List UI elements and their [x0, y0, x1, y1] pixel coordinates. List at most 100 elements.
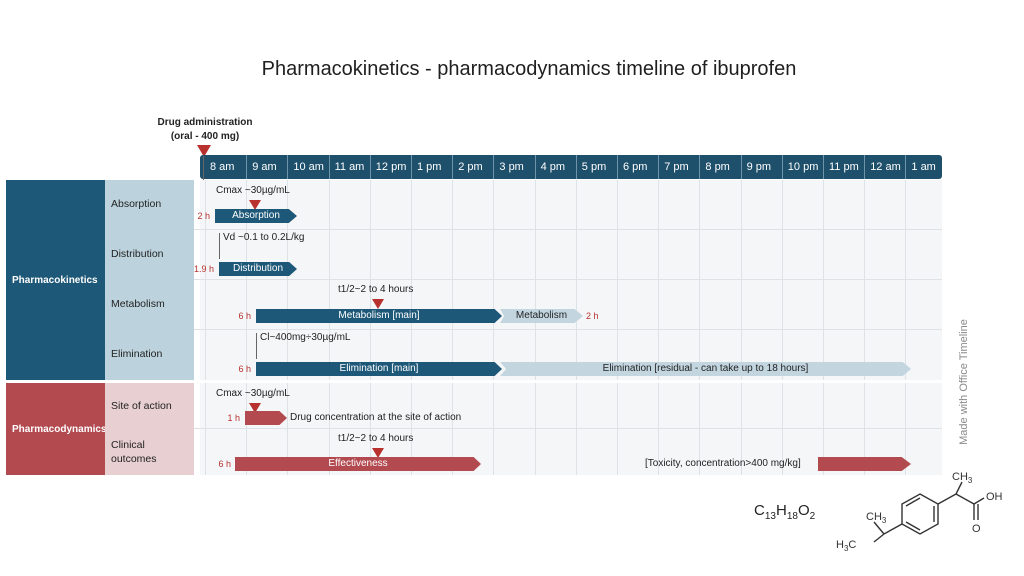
clinical-outcomes-row-label: Clinical outcomes: [111, 438, 157, 466]
pd-subcategory-column: [105, 383, 194, 475]
absorption-duration: 2 h: [197, 211, 210, 221]
clinical-half-life-marker-icon: [372, 448, 384, 458]
hour-label: 8 pm: [699, 155, 740, 179]
hour-label: 9 pm: [740, 155, 782, 179]
hour-label: 7 pm: [658, 155, 699, 179]
pharmacokinetics-category: Pharmacokinetics: [6, 180, 105, 380]
hour-grid-line: [287, 180, 289, 380]
elimination-note: Cl~400mg÷30µg/mL: [260, 332, 351, 343]
hour-grid-line: [369, 383, 371, 475]
pharmacokinetics-label: Pharmacokinetics: [12, 274, 98, 286]
effectiveness-bar: Effectiveness: [235, 457, 481, 471]
hour-label: 2 pm: [452, 155, 493, 179]
hour-grid-line: [617, 383, 618, 475]
hour-grid-line: [575, 383, 577, 475]
molecular-formula: C13H18O2: [754, 502, 815, 522]
ch3-mid-label: CH3: [866, 511, 887, 525]
hour-label: 3 pm: [493, 155, 534, 179]
hour-label: 8 am: [210, 161, 235, 173]
administration-line: [203, 156, 204, 180]
formula-h: H: [775, 502, 787, 519]
elimination-residual-bar: Elimination [residual - can take up to 1…: [500, 362, 911, 376]
hour-grid-line: [575, 180, 577, 380]
oh-label: OH: [986, 491, 1003, 503]
hour-grid-line: [905, 383, 907, 475]
hour-label: 5 pm: [575, 155, 617, 179]
metabolism-main-bar: Metabolism [main]: [256, 309, 502, 323]
hour-grid-line: [658, 383, 660, 475]
hour-grid-line: [411, 180, 412, 380]
hour-label: 1 am: [905, 155, 946, 179]
absorption-note: Cmax ~30µg/mL: [216, 185, 290, 196]
row-divider: [105, 279, 942, 280]
clinical-duration: 6 h: [218, 459, 231, 469]
hour-grid-line: [740, 180, 742, 380]
hour-grid-line: [658, 180, 660, 380]
hour-label: 10 am: [287, 155, 328, 179]
clinical-note: t1/2~2 to 4 hours: [338, 433, 414, 444]
distribution-bar: Distribution: [219, 262, 297, 276]
page-title: Pharmacokinetics - pharmacodynamics time…: [261, 58, 797, 80]
carbonyl-o-label: O: [972, 523, 981, 535]
elimination-main-bar: Elimination [main]: [256, 362, 502, 376]
h3c-label: H3C: [836, 539, 856, 553]
distribution-duration: 1.9 h: [193, 264, 214, 274]
hour-grid-line: [781, 180, 783, 380]
ibuprofen-structure-diagram: CH3 OH O CH3 H3C: [836, 471, 1003, 553]
hour-label: 11 pm: [823, 155, 864, 179]
hour-grid-line: [493, 383, 495, 475]
hour-grid-line: [452, 180, 454, 380]
clinical-label-line-1: Clinical: [111, 439, 145, 451]
toxicity-label: [Toxicity, concentration>400 mg/kg]: [645, 458, 801, 469]
clinical-label-line-2: outcomes: [111, 453, 157, 465]
elimination-row-label: Elimination: [111, 348, 163, 360]
hour-label: 11 am: [328, 155, 370, 179]
elimination-duration: 6 h: [238, 364, 251, 374]
hour-grid-line: [699, 383, 701, 475]
formula-o: O: [797, 502, 810, 519]
benzene-ring: [901, 493, 939, 535]
hour-scale: [200, 155, 942, 179]
hour-label: 1 pm: [411, 155, 452, 179]
hour-label: 12 pm: [369, 155, 411, 179]
hour-grid-line: [699, 180, 701, 380]
cmax-marker-icon: [249, 200, 261, 210]
metabolism-row-label: Metabolism: [111, 298, 165, 310]
watermark-text: Made with Office Timeline: [958, 319, 970, 445]
formula-c: C: [754, 502, 765, 519]
hour-label: 6 pm: [617, 155, 658, 179]
hour-grid-line: [781, 383, 783, 475]
distribution-row-label: Distribution: [111, 248, 164, 260]
administration-marker-icon: [197, 145, 211, 157]
hour-grid-line: [823, 383, 824, 475]
hour-grid-line: [617, 180, 618, 380]
hour-grid-line: [740, 383, 742, 475]
hour-label: 4 pm: [534, 155, 576, 179]
hour-grid-line: [534, 383, 536, 475]
hour-grid-line: [493, 180, 495, 380]
formula-c-count: 13: [764, 511, 776, 522]
absorption-bar: Absorption: [215, 209, 297, 223]
hour-grid-line: [328, 383, 330, 475]
hour-grid-line: [411, 383, 412, 475]
hour-label: 12 am: [864, 155, 905, 179]
hour-grid-line: [369, 180, 371, 380]
hour-grid-line: [864, 383, 866, 475]
half-life-marker-icon: [372, 299, 384, 309]
site-cmax-marker-icon: [249, 403, 261, 413]
hour-grid-line: [864, 180, 866, 380]
site-of-action-row-label: Site of action: [111, 400, 172, 412]
distribution-note: Vd ~0.1 to 0.2L/kg: [223, 232, 305, 243]
hour-grid-line: [205, 180, 206, 380]
row-divider: [105, 229, 942, 230]
made-with-watermark: Made with Office Timeline: [956, 318, 970, 458]
formula-h-count: 18: [786, 511, 798, 522]
metabolism-secondary-bar: Metabolism: [500, 309, 583, 323]
hour-grid-line: [328, 180, 330, 380]
hour-grid-line: [246, 383, 248, 475]
hour-grid-line: [905, 180, 907, 380]
administration-line-2: (oral - 400 mg): [170, 131, 240, 142]
metabolism-note: t1/2~2 to 4 hours: [338, 284, 414, 295]
pk-subcategory-column: [105, 180, 194, 380]
hour-grid-line: [205, 383, 206, 475]
